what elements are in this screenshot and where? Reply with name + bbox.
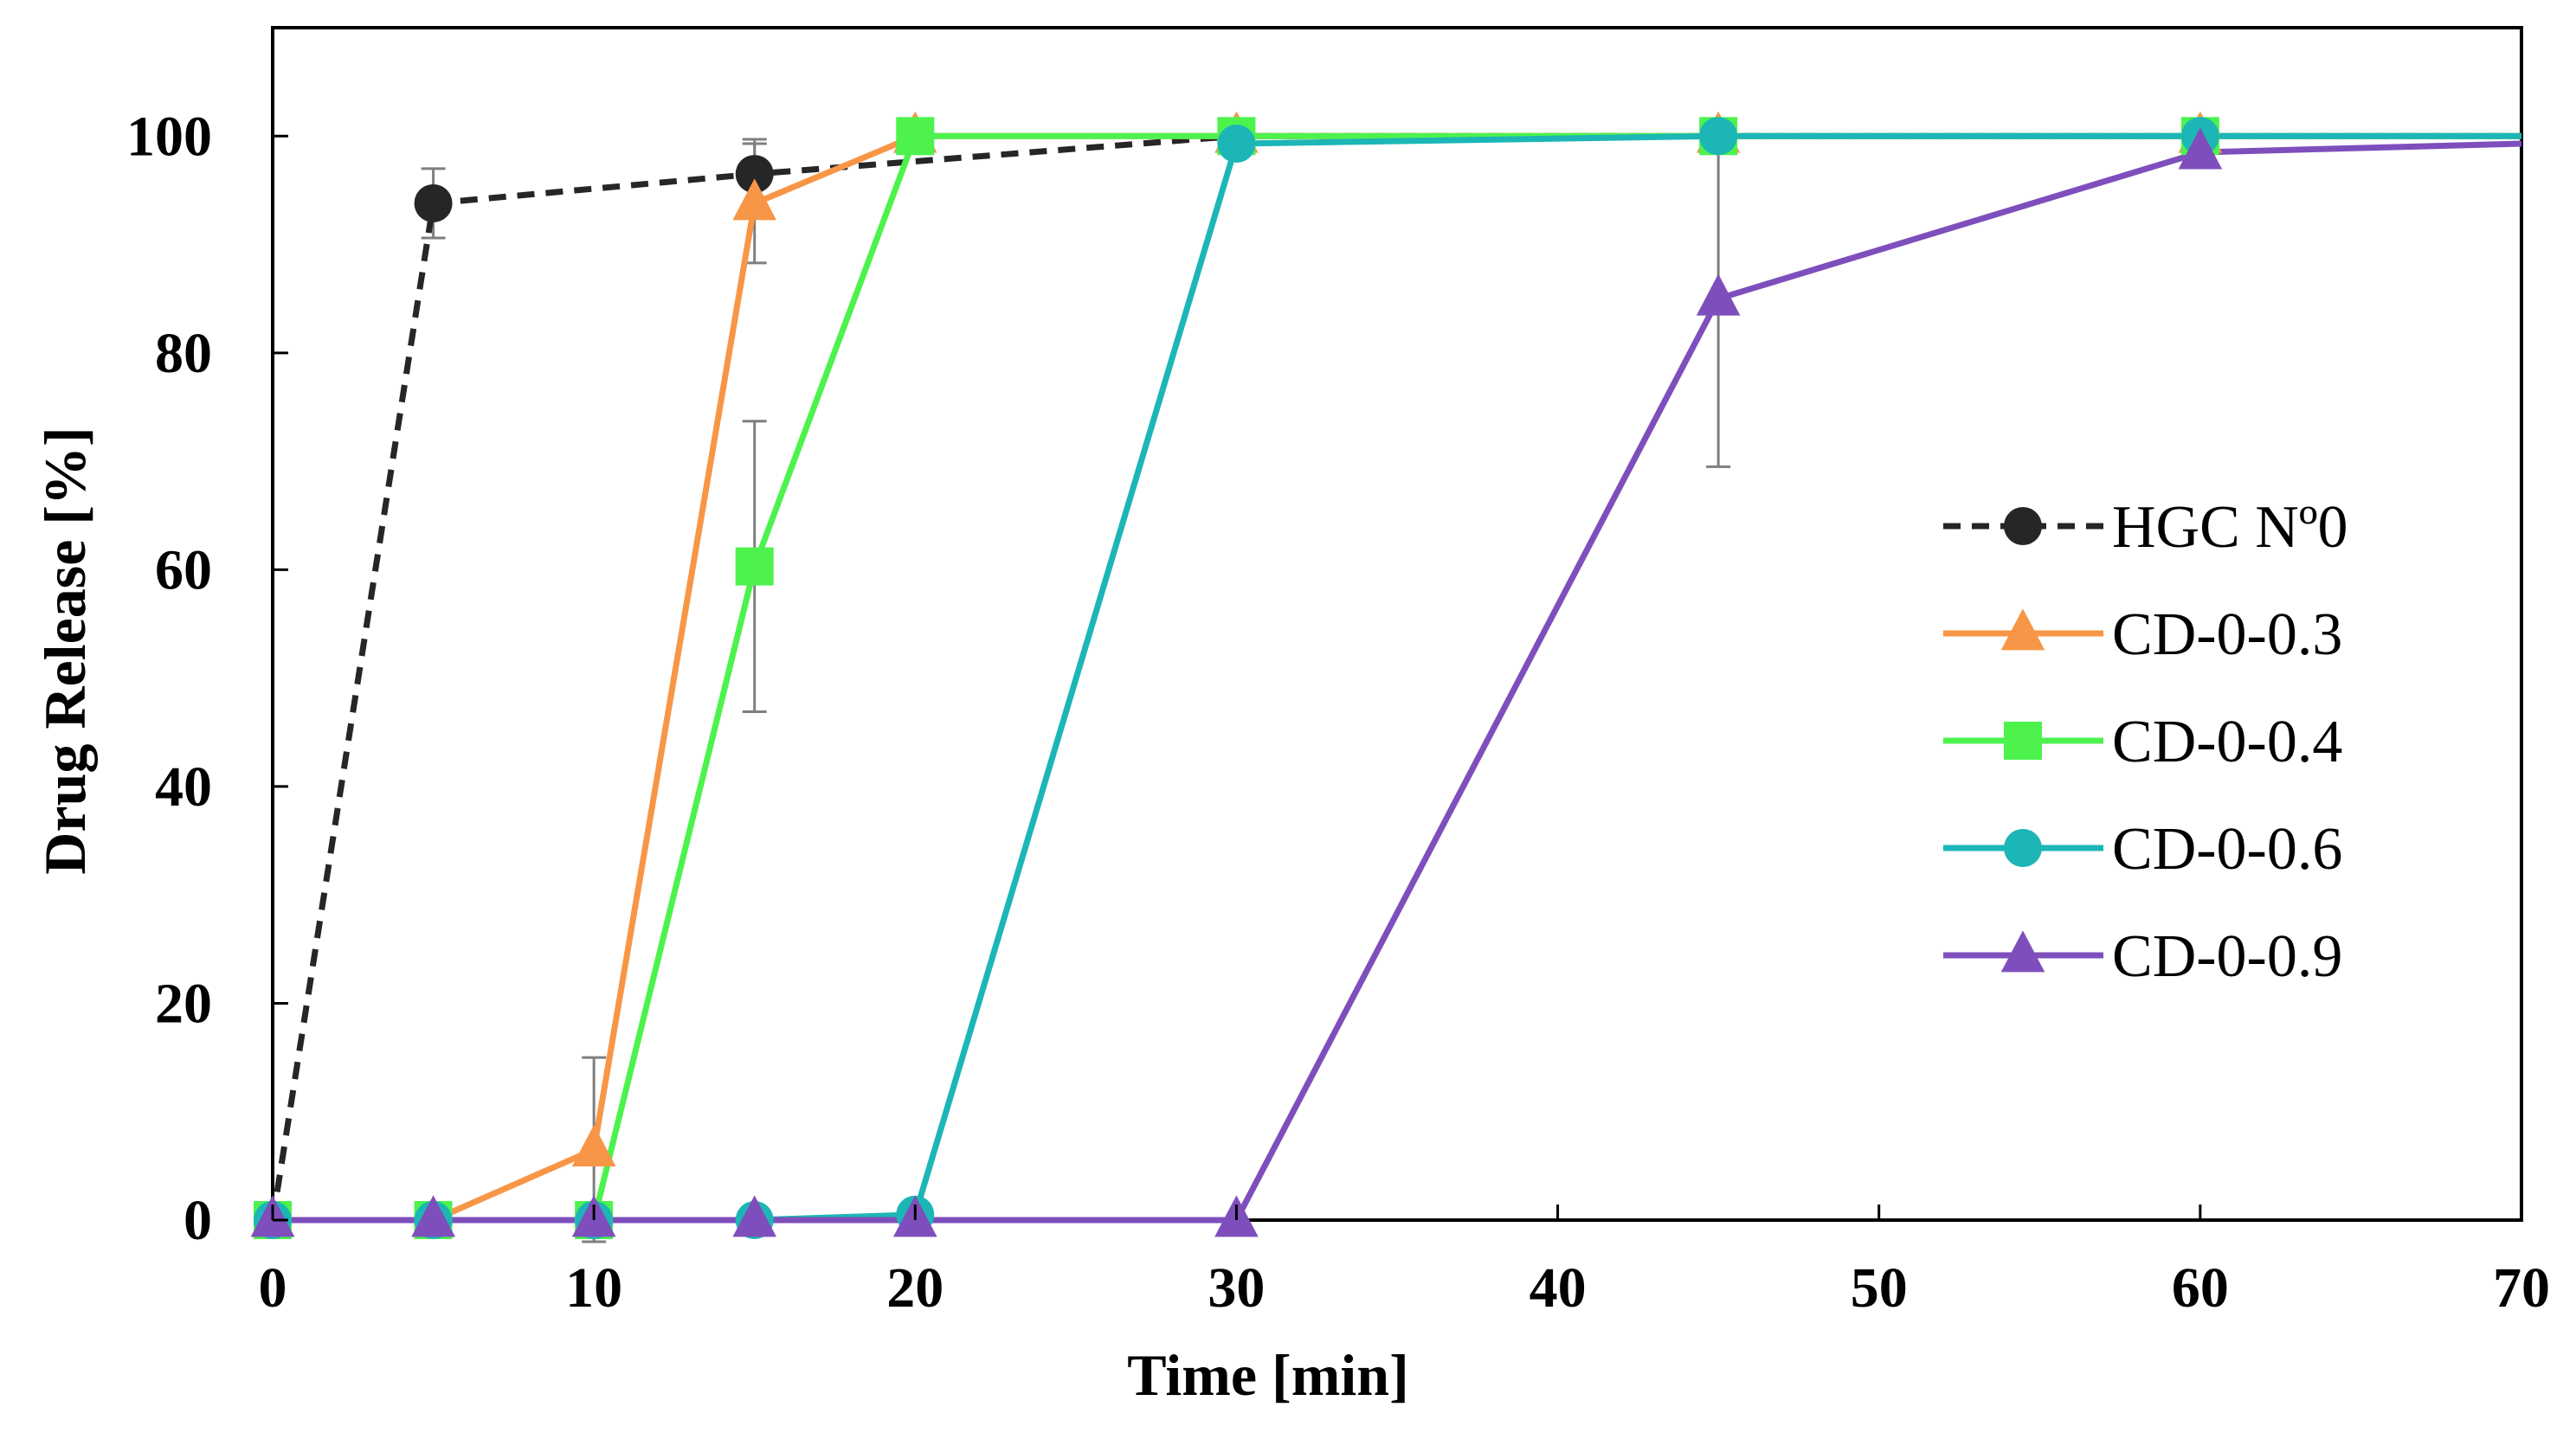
series-3-point: [1699, 117, 1738, 156]
legend: HGC Nº0 CD-0-0.3 CD-0-0.4 CD-0-0.6 CD-0-0.9: [1943, 494, 2348, 990]
series-0-point: [735, 155, 774, 194]
x-tick-label: 50: [1851, 1256, 1908, 1320]
series-3-point: [1217, 125, 1256, 164]
x-tick-label: 70: [2493, 1256, 2550, 1320]
legend-label: CD-0-0.4: [2112, 709, 2342, 775]
series-1-point: [732, 178, 777, 221]
series-4-point: [2178, 127, 2223, 170]
series-2-point: [735, 547, 774, 586]
y-tick-label: 60: [155, 538, 212, 601]
legend-label: CD-0-0.3: [2112, 601, 2342, 668]
legend-item: CD-0-0.3: [1943, 601, 2342, 668]
series-1-line: [273, 132, 2521, 1224]
x-tick-label: 20: [886, 1256, 943, 1320]
series-0-point: [414, 183, 453, 222]
y-tick-label: 80: [155, 322, 212, 385]
y-tick-label: 20: [155, 972, 212, 1035]
legend-label: CD-0-0.6: [2112, 816, 2342, 883]
y-tick-label: 40: [155, 755, 212, 819]
legend-marker: [2000, 930, 2045, 973]
x-tick-label: 30: [1208, 1256, 1265, 1320]
legend-marker: [2004, 722, 2042, 760]
y-tick-label: 100: [126, 105, 212, 168]
series-4-point: [1696, 273, 1741, 316]
series-2-point: [896, 117, 935, 156]
series-4-point: [411, 1195, 455, 1237]
series-4-point: [732, 1195, 777, 1237]
x-tick-label: 0: [259, 1256, 287, 1320]
legend-item: CD-0-0.4: [1943, 709, 2342, 775]
axis-ticks: 0 10 20 30 40 50 60 70 0 20 40 60 80 100: [126, 105, 2550, 1320]
x-tick-label: 40: [1530, 1256, 1587, 1320]
x-axis-title: Time [min]: [1127, 1342, 1409, 1408]
legend-item: CD-0-0.6: [1943, 816, 2342, 883]
legend-marker: [2004, 507, 2042, 545]
series-markers: [250, 111, 2223, 1239]
x-tick-label: 10: [565, 1256, 622, 1320]
y-tick-label: 0: [184, 1189, 212, 1252]
legend-label: CD-0-0.9: [2112, 923, 2342, 990]
series-1-point: [571, 1124, 616, 1166]
series-lines: [269, 132, 2522, 1224]
legend-marker: [2004, 829, 2042, 867]
legend-item: CD-0-0.9: [1943, 923, 2342, 990]
y-axis-title: Drug Release [%]: [32, 427, 98, 874]
legend-item: HGC Nº0: [1943, 494, 2348, 561]
legend-label: HGC Nº0: [2112, 494, 2348, 561]
x-tick-label: 60: [2172, 1256, 2229, 1320]
plot-frame: [271, 26, 2523, 1222]
legend-marker: [2000, 608, 2045, 651]
